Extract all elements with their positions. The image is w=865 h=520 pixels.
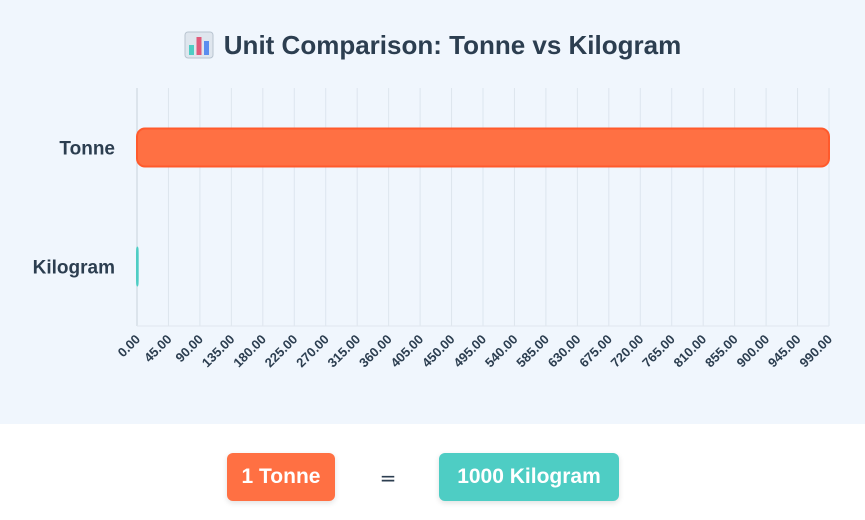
- x-tick-label: 135.00: [199, 332, 238, 371]
- x-tick-label: 225.00: [262, 332, 301, 371]
- x-tick-label: 855.00: [702, 332, 741, 371]
- x-tick-label: 675.00: [576, 332, 615, 371]
- x-tick-label: 495.00: [450, 332, 489, 371]
- x-tick-label: 810.00: [671, 332, 710, 371]
- x-tick-label: 450.00: [419, 332, 458, 371]
- x-tick-label: 180.00: [230, 332, 269, 371]
- x-tick-label: 315.00: [325, 332, 364, 371]
- equals-sign: =: [379, 466, 397, 490]
- chart-card: Tonne Kilogram 0.00 45.00 90.00 135.00 180.00 2…: [0, 0, 865, 424]
- x-tick-label: 765.00: [639, 332, 678, 371]
- x-tick-label: 540.00: [482, 332, 521, 371]
- x-tick-label: 585.00: [513, 332, 552, 371]
- bar-chart-icon: [184, 31, 214, 59]
- x-tick-label: 720.00: [608, 332, 647, 371]
- conversion-row: 1 Tonne = 1000 Kilogram: [0, 453, 865, 501]
- x-tick-label: 630.00: [545, 332, 584, 371]
- y-tick-label: Kilogram: [33, 258, 115, 279]
- x-tick-label: 405.00: [387, 332, 426, 371]
- x-tick-label: 0.00: [115, 332, 144, 361]
- chart-title: Unit Comparison: Tonne vs Kilogram: [0, 30, 865, 61]
- x-tick-label: 45.00: [141, 332, 175, 366]
- x-tick-label: 360.00: [356, 332, 395, 371]
- kilogram-pill: 1000 Kilogram: [439, 453, 619, 501]
- bar-tonne: [136, 127, 830, 168]
- chart-title-text: Unit Comparison: Tonne vs Kilogram: [223, 30, 682, 60]
- x-tick-label: 270.00: [293, 332, 332, 371]
- x-tick-label: 945.00: [765, 332, 804, 371]
- y-tick-label: Tonne: [59, 139, 115, 160]
- bar-kilogram: [136, 246, 139, 287]
- x-tick-label: 900.00: [733, 332, 772, 371]
- bar-chart: TonneKilogram0.0045.0090.00135.00180.002…: [33, 88, 835, 371]
- x-tick-label: 990.00: [796, 332, 835, 371]
- tonne-pill: 1 Tonne: [227, 453, 335, 501]
